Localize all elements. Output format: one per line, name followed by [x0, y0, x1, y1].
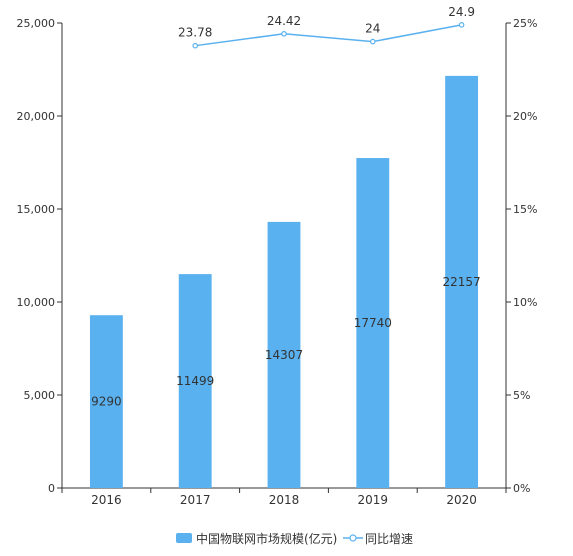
bar-labels: 9290 11499 14307 17740 22157 [91, 275, 481, 409]
left-axis: 0 5,000 10,000 15,000 20,000 25,000 [17, 17, 63, 495]
line-data-label: 23.78 [178, 26, 212, 40]
left-axis-tick-label: 5,000 [24, 389, 56, 402]
right-axis-tick-label: 10% [513, 296, 537, 309]
bar-data-label: 17740 [354, 316, 392, 330]
bar [445, 75, 479, 489]
legend-line-label[interactable]: 同比增速 [365, 532, 413, 546]
left-axis-tick-label: 20,000 [17, 110, 56, 123]
line-data-label: 24.9 [448, 5, 475, 19]
bar-data-label: 9290 [91, 395, 122, 409]
right-axis: 0% 5% 10% 15% 20% 25% [505, 17, 537, 495]
left-axis-tick-label: 10,000 [17, 296, 56, 309]
x-axis-tick-label: 2017 [180, 493, 211, 507]
right-axis-tick-label: 5% [513, 389, 530, 402]
line-point [192, 42, 199, 49]
bar-series [89, 75, 479, 489]
left-axis-tick-label: 0 [48, 482, 55, 495]
right-axis-tick-label: 20% [513, 110, 537, 123]
right-axis-tick-label: 15% [513, 203, 537, 216]
line-point [369, 38, 376, 45]
right-axis-tick-label: 0% [513, 482, 530, 495]
x-axis-tick-label: 2018 [269, 493, 300, 507]
line-path [195, 24, 462, 47]
left-axis-tick-label: 25,000 [17, 17, 56, 30]
line-point [458, 22, 465, 28]
bar [267, 221, 301, 488]
line-series: 23.78 24.42 24 24.9 [178, 5, 475, 49]
bar [356, 158, 390, 488]
legend-bar-swatch[interactable] [176, 533, 192, 543]
x-axis-tick-label: 2020 [446, 493, 477, 507]
line-point [281, 30, 287, 37]
bar-data-label: 22157 [443, 275, 481, 289]
bar-data-label: 14307 [265, 348, 303, 362]
left-axis-tick-label: 15,000 [17, 203, 56, 216]
right-axis-tick-label: 25% [513, 17, 537, 30]
bar [178, 274, 212, 488]
legend-line-marker[interactable] [349, 534, 357, 542]
legend-bar-label[interactable]: 中国物联网市场规模(亿元) [196, 531, 337, 546]
bar-data-label: 11499 [176, 374, 214, 388]
x-axis-tick-label: 2016 [91, 493, 122, 507]
line-data-label: 24.42 [267, 14, 301, 28]
x-axis: 2016 2017 2018 2019 2020 [61, 487, 507, 507]
x-axis-tick-label: 2019 [358, 493, 389, 507]
line-data-label: 24 [365, 22, 380, 36]
legend: 中国物联网市场规模(亿元) 同比增速 [176, 531, 413, 546]
bar [89, 315, 123, 488]
